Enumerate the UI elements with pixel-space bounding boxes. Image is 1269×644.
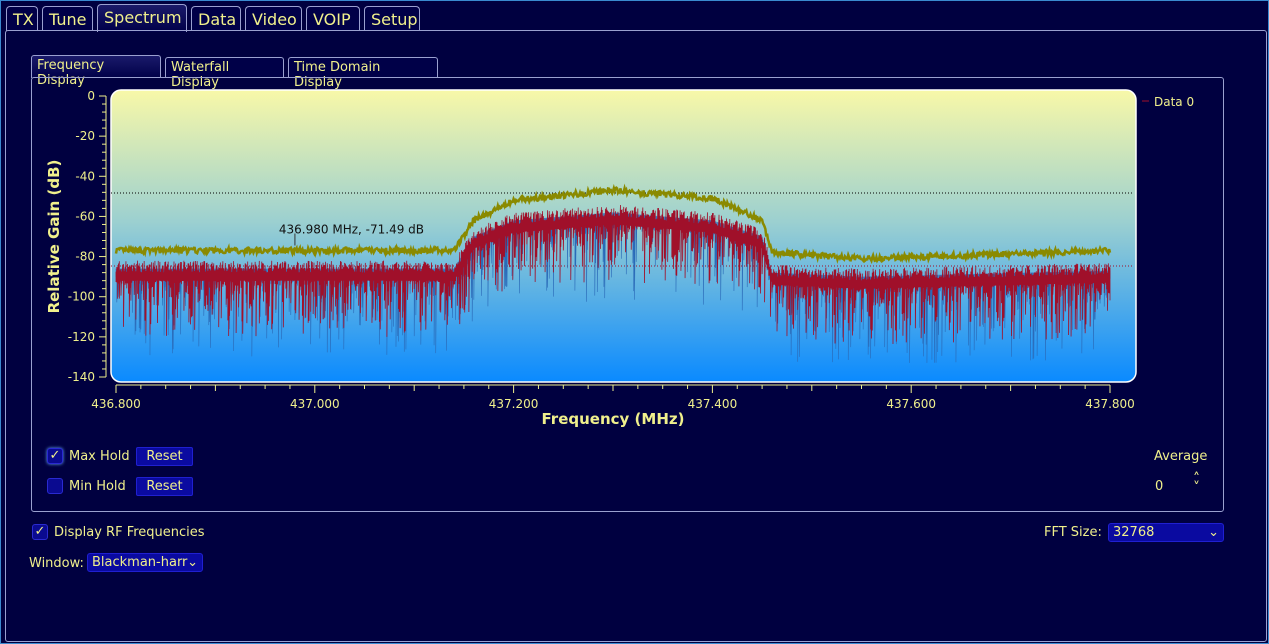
y-tick-label: -60 xyxy=(75,209,95,223)
y-tick-label: -140 xyxy=(68,370,95,384)
average-label: Average xyxy=(1154,449,1208,464)
x-tick-label: 437.200 xyxy=(489,397,539,411)
window-select[interactable]: Blackman-harr ⌄ xyxy=(87,553,203,572)
tab-voip[interactable]: VOIP xyxy=(306,6,360,31)
display-rf-checkbox[interactable]: ✓ xyxy=(32,524,48,540)
frequency-display-pane xyxy=(31,77,1224,512)
y-tick-label: -100 xyxy=(68,290,95,304)
y-tick-label: -20 xyxy=(75,129,95,143)
spectrum-panel xyxy=(5,30,1267,642)
tab-data[interactable]: Data xyxy=(191,6,241,31)
chevron-down-icon: ⌄ xyxy=(187,555,198,570)
fft-size-value: 32768 xyxy=(1113,525,1155,540)
x-axis-title: Frequency (MHz) xyxy=(542,410,685,428)
x-tick-label: 437.400 xyxy=(688,397,738,411)
spectrum-chart: 436.980 MHz, -71.49 dB 0 -20 -40 -60 -80 -100 -… xyxy=(45,89,1194,428)
max-hold-checkbox[interactable]: ✓ xyxy=(47,448,63,464)
fft-size-label: FFT Size: xyxy=(1044,525,1102,540)
window-label: Window: xyxy=(29,556,84,571)
fft-size-select[interactable]: 32768 ⌄ xyxy=(1108,523,1224,542)
y-axis-title: Relative Gain (dB) xyxy=(45,160,63,314)
display-rf-label: Display RF Frequencies xyxy=(54,525,205,540)
min-hold-label: Min Hold xyxy=(69,479,126,494)
marker-label: 436.980 MHz, -71.49 dB xyxy=(279,222,424,236)
y-tick-label: -40 xyxy=(75,169,95,183)
max-hold-reset-button[interactable]: Reset xyxy=(136,447,193,466)
subtab-frequency-display[interactable]: Frequency Display xyxy=(31,55,161,88)
average-spinbox[interactable]: 0 xyxy=(1155,479,1164,494)
data-0-line xyxy=(115,205,1111,345)
tab-spectrum[interactable]: Spectrum xyxy=(97,4,187,32)
y-tick-label: 0 xyxy=(87,89,95,103)
x-tick-label: 437.800 xyxy=(1085,397,1135,411)
window-value: Blackman-harr xyxy=(92,555,188,570)
tab-tx[interactable]: TX xyxy=(6,6,38,31)
tab-setup[interactable]: Setup xyxy=(364,6,420,31)
chevron-down-icon: ⌄ xyxy=(1208,525,1219,540)
subtab-time-domain-display[interactable]: Time Domain Display xyxy=(288,57,438,90)
subtab-waterfall-display[interactable]: Waterfall Display xyxy=(165,57,284,90)
spin-arrows-icon[interactable]: ˄ ˅ xyxy=(1193,471,1200,496)
plot-canvas xyxy=(110,89,1137,383)
x-tick-label: 437.600 xyxy=(886,397,936,411)
tab-tune[interactable]: Tune xyxy=(42,6,93,31)
x-tick-label: 437.000 xyxy=(290,397,340,411)
max-hold-label: Max Hold xyxy=(69,449,130,464)
y-tick-label: -120 xyxy=(68,330,95,344)
x-tick-label: 436.800 xyxy=(91,397,141,411)
legend-label: Data 0 xyxy=(1154,95,1194,109)
min-hold-checkbox[interactable] xyxy=(47,478,63,494)
max-hold-line xyxy=(114,183,1112,265)
tab-video[interactable]: Video xyxy=(245,6,302,31)
y-tick-label: -80 xyxy=(75,250,95,264)
min-hold-reset-button[interactable]: Reset xyxy=(136,477,193,496)
